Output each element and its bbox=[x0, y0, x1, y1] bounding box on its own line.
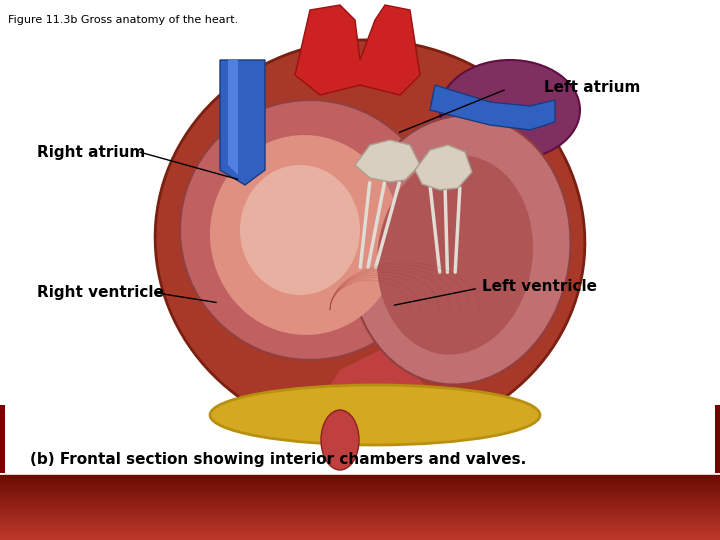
Ellipse shape bbox=[440, 60, 580, 160]
Bar bbox=[0, 535, 720, 536]
Bar bbox=[0, 533, 720, 534]
Bar bbox=[0, 487, 720, 488]
Bar bbox=[0, 492, 720, 493]
Bar bbox=[0, 509, 720, 510]
Polygon shape bbox=[320, 350, 440, 430]
FancyArrowPatch shape bbox=[455, 188, 460, 272]
FancyArrowPatch shape bbox=[360, 183, 369, 267]
Ellipse shape bbox=[321, 410, 359, 470]
Polygon shape bbox=[220, 60, 265, 185]
Text: Left atrium: Left atrium bbox=[544, 80, 640, 95]
Bar bbox=[0, 495, 720, 496]
Bar bbox=[0, 522, 720, 523]
Bar bbox=[0, 538, 720, 539]
Bar bbox=[0, 484, 720, 485]
Bar bbox=[0, 536, 720, 537]
Bar bbox=[0, 405, 5, 473]
Bar bbox=[0, 497, 720, 498]
Bar bbox=[0, 506, 720, 507]
Text: Right atrium: Right atrium bbox=[37, 145, 145, 160]
Text: (b) Frontal section showing interior chambers and valves.: (b) Frontal section showing interior cha… bbox=[30, 452, 526, 467]
Bar bbox=[0, 494, 720, 495]
Bar bbox=[0, 534, 720, 535]
Bar bbox=[0, 483, 720, 484]
Bar bbox=[0, 477, 720, 478]
Bar bbox=[0, 489, 720, 490]
Bar bbox=[0, 481, 720, 482]
Bar bbox=[715, 405, 720, 473]
Bar bbox=[0, 476, 720, 477]
Text: Left ventricle: Left ventricle bbox=[482, 279, 598, 294]
Bar bbox=[0, 475, 720, 476]
Ellipse shape bbox=[377, 156, 533, 355]
FancyArrowPatch shape bbox=[431, 188, 440, 272]
Bar bbox=[0, 520, 720, 521]
Bar bbox=[0, 511, 720, 512]
Bar bbox=[0, 507, 720, 508]
Bar bbox=[0, 523, 720, 524]
Bar bbox=[0, 498, 720, 499]
Bar bbox=[0, 512, 720, 513]
Bar bbox=[0, 521, 720, 522]
Ellipse shape bbox=[155, 40, 585, 440]
Bar bbox=[0, 485, 720, 486]
FancyArrowPatch shape bbox=[376, 183, 400, 267]
Bar bbox=[0, 513, 720, 514]
Bar bbox=[0, 501, 720, 502]
Bar bbox=[0, 527, 720, 528]
Text: Right ventricle: Right ventricle bbox=[37, 285, 164, 300]
Bar bbox=[0, 526, 720, 527]
Bar bbox=[4, 12, 716, 473]
Bar bbox=[0, 531, 720, 532]
Bar bbox=[0, 519, 720, 520]
Bar bbox=[0, 539, 720, 540]
FancyArrowPatch shape bbox=[445, 188, 447, 272]
Bar bbox=[0, 499, 720, 500]
Bar bbox=[0, 530, 720, 531]
Bar bbox=[0, 537, 720, 538]
Ellipse shape bbox=[240, 165, 360, 295]
Bar bbox=[0, 518, 720, 519]
Bar bbox=[0, 525, 720, 526]
Bar bbox=[0, 504, 720, 505]
Bar bbox=[0, 491, 720, 492]
Bar bbox=[0, 482, 720, 483]
Bar bbox=[0, 508, 720, 509]
Bar bbox=[0, 515, 720, 516]
Bar bbox=[0, 480, 720, 481]
Bar bbox=[0, 524, 720, 525]
Bar bbox=[0, 510, 720, 511]
Bar bbox=[0, 486, 720, 487]
Ellipse shape bbox=[180, 100, 440, 360]
Bar bbox=[0, 528, 720, 529]
Ellipse shape bbox=[210, 135, 400, 335]
Polygon shape bbox=[295, 5, 420, 95]
Polygon shape bbox=[430, 85, 555, 130]
Bar bbox=[0, 517, 720, 518]
Bar bbox=[0, 503, 720, 504]
Polygon shape bbox=[355, 140, 420, 182]
Text: Figure 11.3b Gross anatomy of the heart.: Figure 11.3b Gross anatomy of the heart. bbox=[8, 15, 238, 25]
Bar bbox=[0, 488, 720, 489]
Bar bbox=[0, 532, 720, 533]
Bar bbox=[0, 490, 720, 491]
Bar bbox=[0, 493, 720, 494]
Bar bbox=[0, 496, 720, 497]
Polygon shape bbox=[228, 60, 238, 175]
Ellipse shape bbox=[349, 116, 570, 384]
Bar bbox=[0, 505, 720, 506]
Bar bbox=[0, 500, 720, 501]
Bar bbox=[0, 516, 720, 517]
Bar bbox=[0, 502, 720, 503]
FancyArrowPatch shape bbox=[368, 183, 384, 267]
Bar bbox=[0, 479, 720, 480]
Polygon shape bbox=[415, 145, 472, 190]
Bar bbox=[0, 478, 720, 479]
Bar bbox=[0, 514, 720, 515]
Bar bbox=[0, 529, 720, 530]
Ellipse shape bbox=[210, 385, 540, 445]
